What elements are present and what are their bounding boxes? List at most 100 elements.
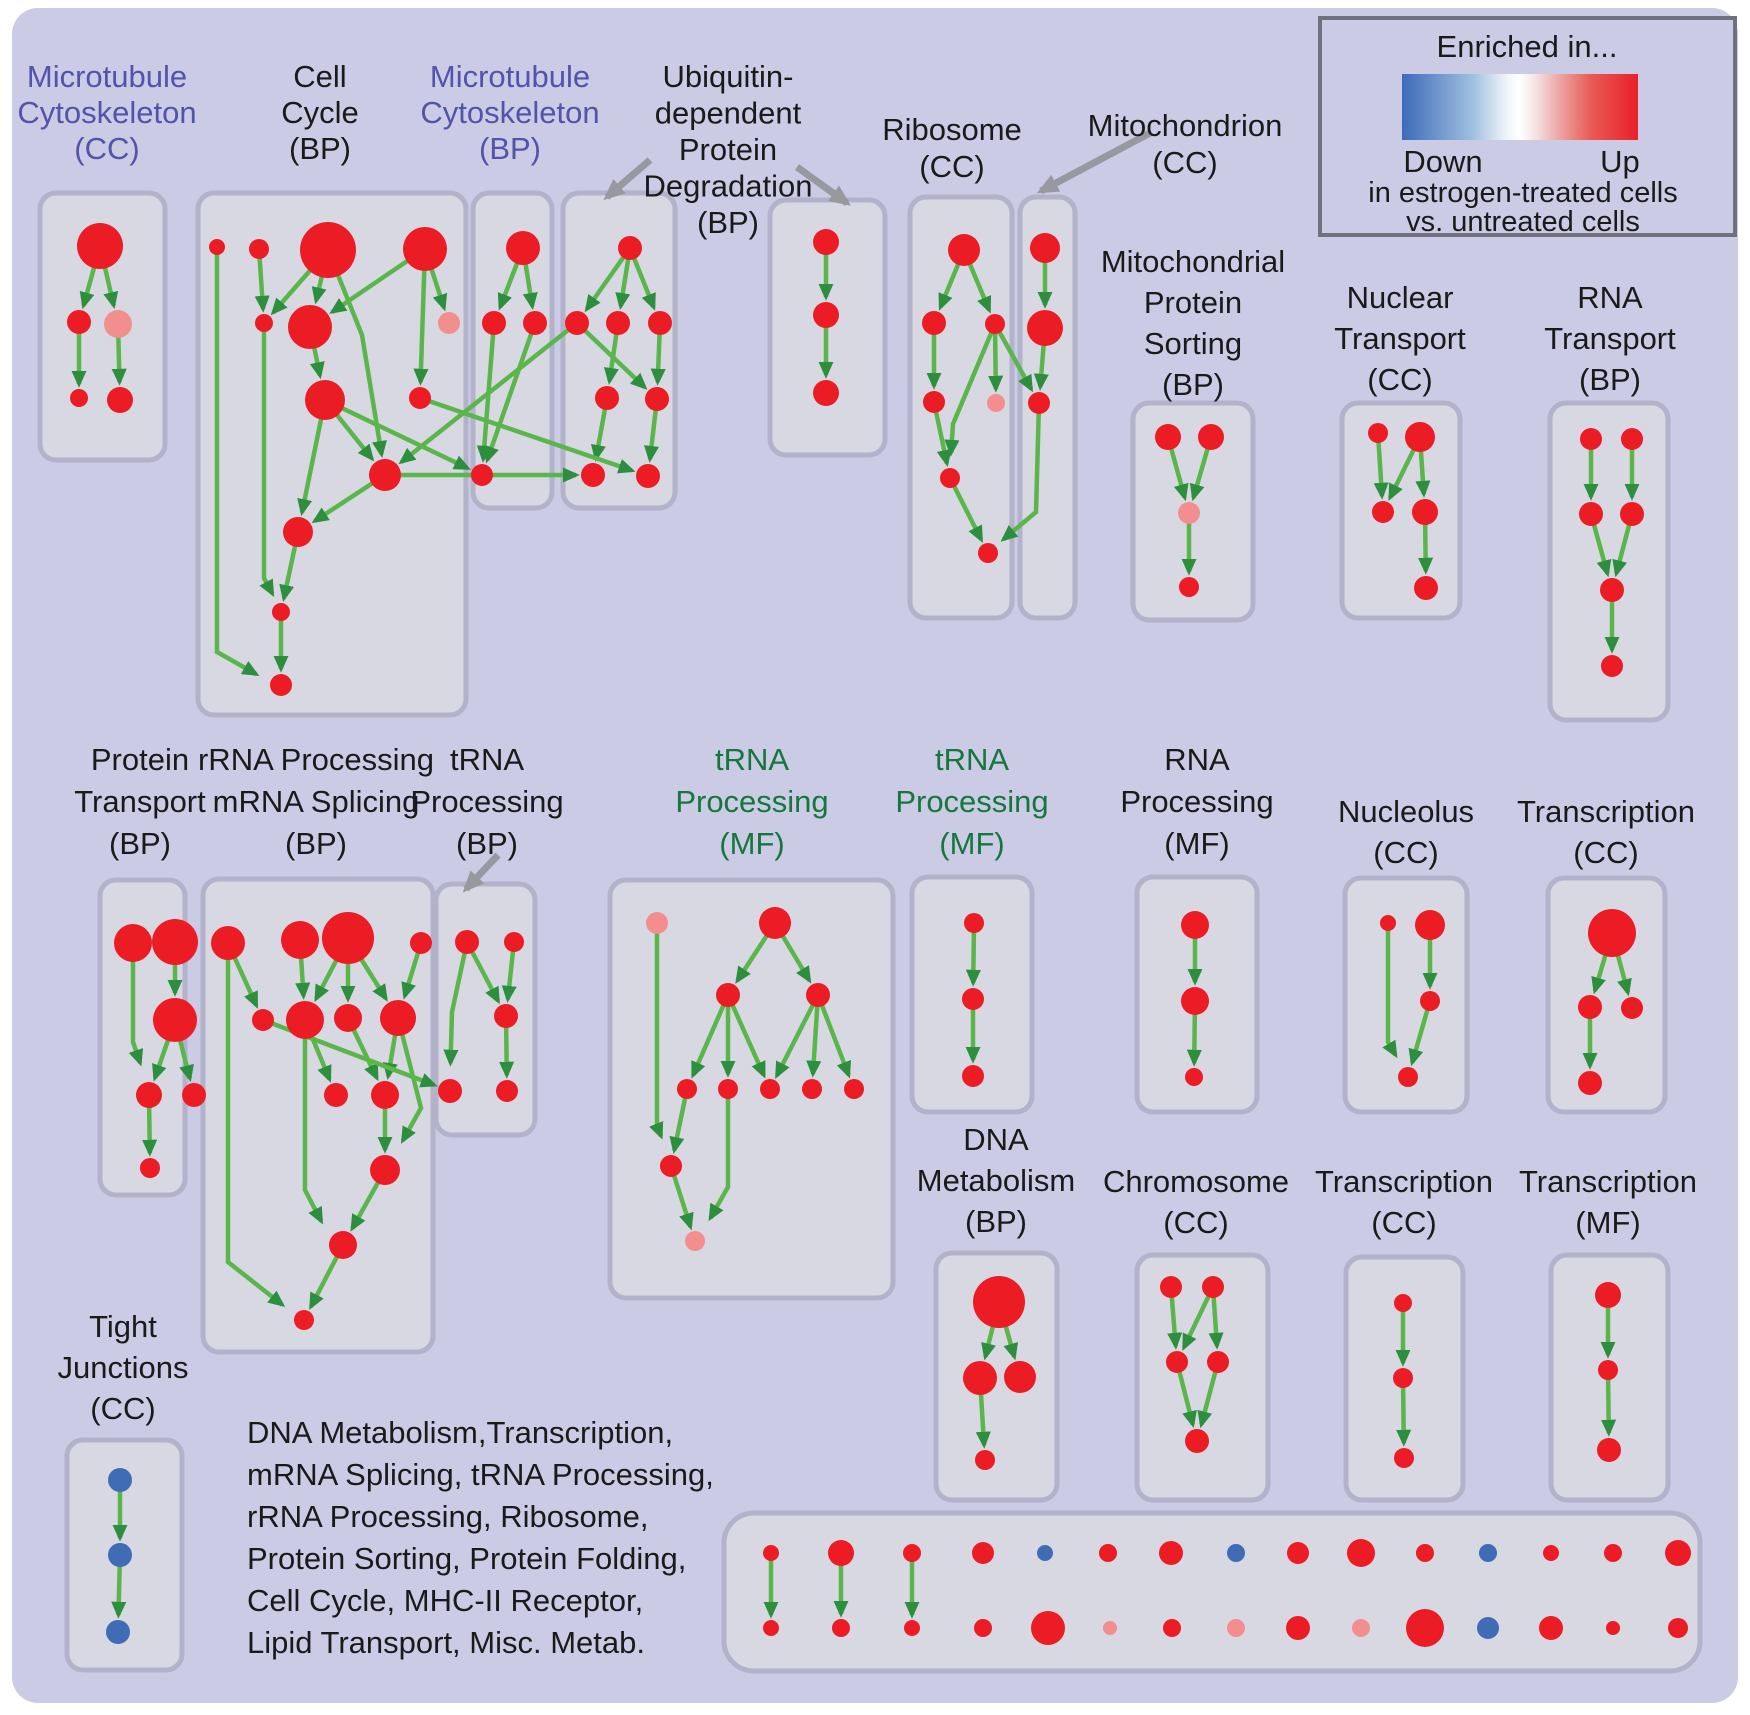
edge <box>584 246 632 313</box>
gene-node-up <box>371 1081 399 1109</box>
gene-node-up <box>813 302 839 328</box>
misc-cluster-caption: Protein Sorting, Protein Folding, <box>247 1541 686 1576</box>
gene-node-up <box>77 223 123 269</box>
group-label-trna-processing-bp: (BP) <box>456 826 518 861</box>
edge <box>225 943 286 1308</box>
group-label-transcription-mf: (MF) <box>1575 1205 1640 1240</box>
gene-node-up <box>1185 1068 1203 1086</box>
group-box-chromosome-cc <box>1134 1252 1271 1503</box>
group-label-microtubule-cytoskeleton-cc: (CC) <box>74 131 139 166</box>
group-label-mitochondrial-protein-sorting-bp: Protein <box>1144 285 1242 320</box>
gene-node-up <box>978 543 998 563</box>
gene-node-up <box>975 1450 995 1470</box>
gene-node-up <box>1412 499 1438 525</box>
gene-node-up <box>806 983 830 1007</box>
group-label-ubiquitin-degradation-bp: Ubiquitin- <box>663 59 794 94</box>
gene-node-up <box>844 1079 864 1099</box>
gene-node-up <box>828 1540 854 1566</box>
nodes-layer <box>67 222 1691 1647</box>
cross-box-edge <box>324 397 471 471</box>
edge <box>259 323 275 597</box>
edge <box>988 323 1004 393</box>
gene-node-up <box>1166 1351 1188 1373</box>
edge <box>443 941 470 1067</box>
edge <box>649 923 664 1140</box>
group-label-rna-transport-bp: (BP) <box>1579 362 1641 397</box>
group-label-trna-processing-mf-1: (MF) <box>719 826 784 861</box>
group-label-cell-cycle-bp: (BP) <box>289 131 351 166</box>
gene-node-up <box>832 1619 850 1637</box>
gene-node-up <box>1198 424 1224 450</box>
gene-node-up <box>114 924 152 962</box>
gene-node-up <box>813 380 839 406</box>
gene-node-up <box>410 932 432 954</box>
gene-node-up <box>482 311 506 335</box>
edge <box>1601 1369 1617 1437</box>
gene-node-up <box>1415 910 1445 940</box>
group-label-rna-processing-mf: Processing <box>1120 784 1273 819</box>
gene-node-up <box>1606 1621 1620 1635</box>
misc-cluster-caption: Cell Cycle, MHC-II Receptor, <box>247 1583 643 1618</box>
group-label-ubiquitin-degradation-bp: (BP) <box>697 205 759 240</box>
edge <box>669 1088 690 1155</box>
gene-node-up <box>1597 1438 1621 1462</box>
gene-node-up <box>759 907 791 939</box>
gene-node-up <box>1181 911 1209 939</box>
group-label-mitochondrial-protein-sorting-bp: Mitochondrial <box>1101 244 1285 279</box>
group-label-nuclear-transport-cc: (CC) <box>1367 362 1432 397</box>
gene-node-weak-up <box>1352 1619 1370 1637</box>
group-label-rrna-processing-mrna-splicing-bp: (BP) <box>285 826 347 861</box>
gene-node-up <box>1543 1545 1559 1561</box>
group-label-mitochondrial-protein-sorting-bp: Sorting <box>1144 326 1242 361</box>
gene-node-up <box>249 239 269 259</box>
group-label-rna-transport-bp: Transport <box>1544 321 1676 356</box>
group-label-transcription-cc-row3: (CC) <box>1371 1205 1436 1240</box>
group-label-tight-junctions-cc: Tight <box>89 1309 157 1344</box>
legend-down-label: Down <box>1403 144 1482 179</box>
gene-node-up <box>963 1361 997 1395</box>
gene-node-up <box>648 311 672 335</box>
group-label-tight-junctions-cc: Junctions <box>58 1350 189 1385</box>
edge <box>690 994 731 1079</box>
gene-node-up <box>1160 1276 1182 1298</box>
group-label-rna-transport-bp: RNA <box>1577 280 1643 315</box>
edge <box>774 993 821 1080</box>
misc-cluster-caption: mRNA Splicing, tRNA Processing, <box>247 1457 714 1492</box>
gene-node-up <box>1393 1368 1413 1388</box>
gene-node-up <box>813 229 839 255</box>
gene-node-up <box>209 239 225 255</box>
edge <box>708 1089 731 1222</box>
gene-node-up <box>1598 1360 1618 1380</box>
gene-node-up <box>1185 1429 1209 1453</box>
cross-box-edge <box>398 321 579 465</box>
gene-node-up <box>494 1004 518 1028</box>
gene-node-up <box>922 311 946 335</box>
edge <box>1181 1286 1216 1351</box>
gene-node-up <box>1394 1294 1412 1312</box>
gene-node-up <box>324 1083 348 1107</box>
gene-node-up <box>380 1000 416 1036</box>
edge <box>575 321 648 390</box>
gene-node-up <box>1539 1616 1563 1640</box>
group-label-trna-processing-mf-1: Processing <box>675 784 828 819</box>
gene-node-up <box>903 1544 921 1562</box>
gene-node-up <box>565 311 589 335</box>
gene-node-up <box>1620 502 1644 526</box>
gene-node-up <box>1380 915 1396 931</box>
gene-node-up <box>70 389 88 407</box>
group-label-nuclear-transport-cc: Nuclear <box>1347 280 1454 315</box>
gene-node-down <box>106 1620 130 1644</box>
gene-node-up <box>409 387 431 409</box>
group-label-trna-processing-bp: tRNA <box>450 742 524 777</box>
group-label-rrna-processing-mrna-splicing-bp: rRNA Processing <box>198 742 434 777</box>
gene-node-up <box>283 517 313 547</box>
group-label-nucleolus-cc: Nucleolus <box>1338 794 1474 829</box>
gene-node-up <box>153 998 197 1042</box>
gene-node-up <box>506 231 540 265</box>
gene-node-up <box>182 1083 206 1107</box>
group-label-trna-processing-mf-1: tRNA <box>715 742 789 777</box>
gene-node-up <box>252 1009 274 1031</box>
group-box-misc-cluster <box>721 1510 1703 1674</box>
gene-node-up <box>67 310 91 334</box>
group-label-ribosome-cc: (CC) <box>919 149 984 184</box>
